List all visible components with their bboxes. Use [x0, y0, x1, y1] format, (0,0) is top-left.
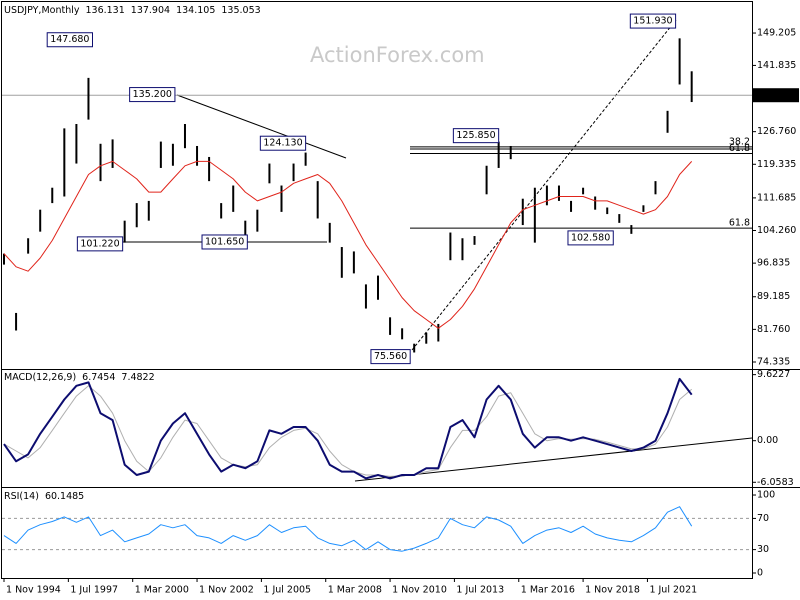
- annotation-label: 101.220: [80, 238, 119, 249]
- price-header: USDJPY,Monthly 136.131 137.904 134.105 135.0…: [4, 5, 261, 16]
- y-tick-label: 111.685: [757, 192, 796, 203]
- header-value: 60.1485: [45, 491, 84, 502]
- header-value: 7.4822: [121, 372, 154, 383]
- header-value: 134.105: [176, 5, 215, 16]
- y-tick-label: 89.185: [757, 291, 790, 302]
- x-tick-label: 1 Mar 2016: [521, 585, 575, 596]
- x-tick-label: 1 Jul 1997: [70, 585, 118, 596]
- fib-label: 38.2: [729, 136, 750, 147]
- macd-trend-line: [354, 437, 753, 482]
- annotation-label: 75.560: [374, 351, 407, 362]
- header-value: 135.053: [221, 5, 260, 16]
- y-tick-label: -6.0583: [757, 477, 794, 488]
- annotation-label: 102.580: [571, 232, 610, 243]
- last-price-box: [753, 88, 799, 103]
- y-tick-label: 100: [757, 490, 775, 501]
- fib-label: 61.8: [729, 218, 750, 229]
- y-tick-label: 0: [757, 568, 763, 579]
- indicator-title: RSI(14): [4, 491, 39, 502]
- annotation-box: [129, 87, 176, 103]
- x-tick-label: 1 Nov 1994: [6, 585, 61, 596]
- annotation-label: 125.850: [456, 130, 495, 141]
- trend-line: [176, 94, 347, 159]
- y-tick-label: 0.00: [757, 435, 778, 446]
- y-tick-label: 119.335: [757, 159, 796, 170]
- annotation-label: 124.130: [263, 138, 302, 149]
- y-tick-label: 141.835: [757, 60, 796, 71]
- header-value: 137.904: [131, 5, 170, 16]
- x-tick-label: 1 Nov 2018: [585, 585, 640, 596]
- indicator-title: MACD(12,26,9): [4, 372, 76, 383]
- last-price-label: 135.053: [756, 90, 795, 101]
- annotation-box: [46, 32, 93, 48]
- annotation-label: 147.680: [50, 34, 89, 45]
- x-tick-label: 1 Jul 2005: [263, 585, 311, 596]
- y-tick-label: 70: [757, 513, 769, 524]
- rsi-header: RSI(14) 60.1485: [4, 491, 84, 502]
- trend-lines: [120, 19, 753, 482]
- header-value: 136.131: [85, 5, 124, 16]
- annotation-box: [259, 135, 307, 151]
- x-tick-label: 1 Nov 2002: [199, 585, 254, 596]
- projection-line: [411, 19, 677, 351]
- annotation-box: [370, 349, 411, 365]
- y-tick-label: 30: [757, 544, 769, 555]
- annotation-label: 135.200: [133, 89, 172, 100]
- annotation-label: 101.650: [205, 236, 244, 247]
- header-value: 6.7454: [82, 372, 115, 383]
- rsi-line: [3, 506, 693, 552]
- y-tick-label: 9.6227: [757, 369, 790, 380]
- y-tick-label: 104.260: [757, 225, 796, 236]
- x-tick-label: 1 Jul 2013: [456, 585, 504, 596]
- annotation-box: [76, 236, 124, 252]
- x-tick-label: 1 Nov 2010: [392, 585, 447, 596]
- moving-average: [3, 160, 693, 329]
- macd-header: MACD(12,26,9) 6.7454 7.4822: [4, 372, 155, 383]
- annotation-label: 151.930: [633, 16, 672, 27]
- fib-label: 61.8: [729, 143, 750, 154]
- frame: [1, 1, 800, 579]
- y-tick-label: 74.335: [757, 356, 790, 367]
- y-tick-label: 126.760: [757, 126, 796, 137]
- x-tick-label: 1 Jul 2021: [649, 585, 697, 596]
- annotation-box: [629, 13, 677, 29]
- x-tick-label: 1 Mar 2008: [328, 585, 382, 596]
- x-tick-label: 1 Mar 2000: [135, 585, 189, 596]
- y-tick-label: 149.205: [757, 28, 796, 39]
- macd-line: [3, 377, 693, 480]
- annotation-box: [452, 128, 500, 144]
- annotation-box: [567, 230, 614, 246]
- annotation-box: [201, 234, 248, 250]
- watermark: ActionForex.com: [310, 43, 485, 67]
- plot-border: [1, 1, 753, 579]
- y-tick-label: 96.835: [757, 258, 790, 269]
- y-tick-label: 81.760: [757, 324, 790, 335]
- symbol: USDJPY,Monthly: [4, 5, 80, 16]
